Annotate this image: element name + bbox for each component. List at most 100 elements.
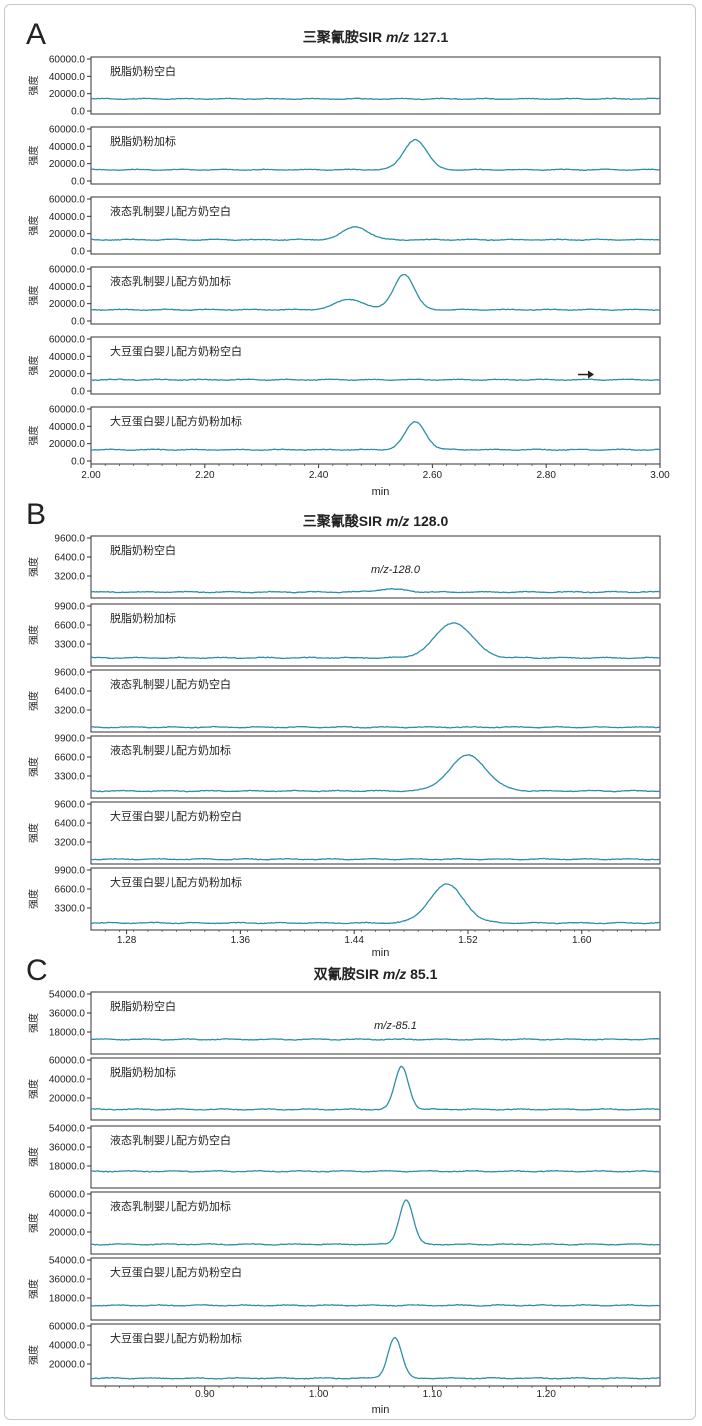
y-axis-label: 强度: [27, 426, 40, 446]
chromatogram-trace: [90, 1065, 661, 1111]
title-mz: m/z: [383, 966, 406, 982]
y-tick-label: 40000.0: [49, 1209, 86, 1220]
chromatogram-trace: [91, 226, 660, 242]
y-tick-label: 3200.0: [54, 838, 85, 849]
sample-label: 大豆蛋白婴儿配方奶粉加标: [110, 1331, 242, 1345]
y-tick-label: 36000.0: [49, 1275, 86, 1286]
y-tick-label: 54000.0: [49, 1124, 86, 1135]
plot-frame: [90, 1323, 661, 1387]
plot-frame: [90, 126, 661, 185]
y-tick-label: 18000.0: [49, 1294, 86, 1305]
x-tick-label: 1.36: [231, 935, 251, 946]
y-tick-label: 0.0: [71, 387, 85, 398]
sample-label: 脱脂奶粉空白: [110, 64, 176, 78]
y-axis-label: 强度: [27, 889, 40, 909]
plot-frame: [90, 266, 661, 325]
chromatogram-subplot: 60000.0 40000.0 20000.0 0.0 强度 液态乳制婴儿配方奶空白: [27, 195, 661, 258]
chromatogram-subplot: 60000.0 40000.0 20000.0 0.0 强度 大豆蛋白婴儿配方奶粉加标: [27, 405, 661, 468]
chromatogram-trace: [90, 1199, 660, 1246]
chromatogram-trace: [91, 1303, 661, 1307]
x-tick-label: 3.00: [650, 470, 670, 481]
x-tick-label: 2.00: [81, 470, 101, 481]
chromatogram-subplot: 9900.0 6600.0 3300.0 强度 大豆蛋白婴儿配方奶粉加标: [27, 866, 661, 931]
sample-label: 脱脂奶粉加标: [110, 611, 176, 625]
y-axis-label: 强度: [27, 1345, 40, 1365]
chromatogram-trace: [90, 1169, 661, 1173]
y-axis-label: 强度: [27, 557, 40, 577]
x-axis-label: min: [372, 486, 390, 498]
title-mz-value: 128.0: [409, 513, 448, 529]
panel-title: 双氰胺SIR m/z 85.1: [314, 966, 438, 982]
y-tick-label: 3200.0: [54, 572, 85, 583]
plot-frame: [90, 669, 661, 733]
sample-label: 液态乳制婴儿配方奶空白: [110, 677, 231, 691]
chromatogram-subplot: 60000.0 40000.0 20000.0 0.0 强度 大豆蛋白婴儿配方奶粉空白: [27, 335, 661, 398]
x-tick-label: 1.44: [344, 935, 364, 946]
y-axis-label: 强度: [27, 691, 40, 711]
y-tick-label: 20000.0: [49, 1228, 86, 1239]
y-tick-label: 40000.0: [49, 422, 86, 433]
y-tick-label: 60000.0: [49, 405, 86, 416]
y-tick-label: 20000.0: [49, 89, 86, 100]
chromatogram-subplot: 60000.0 40000.0 20000.0 0.0 强度 脱脂奶粉空白: [27, 55, 661, 118]
sample-label: 液态乳制婴儿配方奶加标: [110, 743, 231, 757]
plot-frame: [90, 196, 661, 255]
chromatogram-subplot: 60000.0 40000.0 20000.0 0.0 强度 脱脂奶粉加标: [27, 125, 661, 188]
y-tick-label: 60000.0: [49, 1056, 86, 1067]
y-axis-label: 强度: [27, 823, 40, 843]
sample-label: 大豆蛋白婴儿配方奶粉空白: [110, 809, 242, 823]
x-tick-label: 0.90: [195, 1389, 215, 1400]
chromatogram-trace: [90, 725, 661, 729]
arrow-head: [588, 370, 595, 379]
x-tick-label: 2.60: [423, 470, 443, 481]
y-tick-label: 9900.0: [54, 866, 85, 877]
y-tick-label: 0.0: [71, 317, 85, 328]
sample-label: 大豆蛋白婴儿配方奶粉加标: [110, 875, 242, 889]
x-tick-label: 1.28: [117, 935, 137, 946]
plot-frame: [90, 336, 661, 395]
y-tick-label: 18000.0: [49, 1028, 86, 1039]
title-mz-value: 85.1: [406, 966, 437, 982]
y-tick-label: 54000.0: [49, 990, 86, 1001]
y-tick-label: 20000.0: [49, 229, 86, 240]
y-tick-label: 54000.0: [49, 1256, 86, 1267]
y-tick-label: 40000.0: [49, 142, 86, 153]
chromatogram-trace: [90, 138, 661, 172]
sample-label: 液态乳制婴儿配方奶加标: [110, 1199, 231, 1213]
y-tick-label: 9900.0: [54, 734, 85, 745]
chromatogram-trace: [90, 421, 661, 452]
chromatogram-subplot: 54000.0 36000.0 18000.0 强度 大豆蛋白婴儿配方奶粉空白: [27, 1256, 661, 1321]
y-tick-label: 0.0: [71, 177, 85, 188]
y-tick-label: 9600.0: [54, 534, 85, 545]
panel-letter: B: [26, 498, 46, 531]
plot-frame: [90, 603, 661, 667]
chromatogram-trace: [90, 622, 661, 660]
y-tick-label: 6400.0: [54, 819, 85, 830]
y-tick-label: 9900.0: [54, 602, 85, 613]
chromatogram-subplot: 60000.0 40000.0 20000.0 0.0 强度 液态乳制婴儿配方奶加标: [27, 265, 661, 328]
sample-label: 大豆蛋白婴儿配方奶粉空白: [110, 344, 242, 358]
x-tick-label: 1.52: [458, 935, 478, 946]
sample-label: 脱脂奶粉加标: [110, 1065, 176, 1079]
chromatogram-subplot: 9900.0 6600.0 3300.0 强度 液态乳制婴儿配方奶加标: [27, 734, 661, 799]
y-axis-label: 强度: [27, 76, 40, 96]
y-tick-label: 60000.0: [49, 195, 86, 206]
y-tick-label: 20000.0: [49, 369, 86, 380]
sample-label: 脱脂奶粉空白: [110, 543, 176, 557]
plot-frame: [90, 867, 661, 931]
y-tick-label: 20000.0: [49, 1360, 86, 1371]
y-tick-label: 6600.0: [54, 621, 85, 632]
sample-label: 脱脂奶粉空白: [110, 999, 176, 1013]
y-tick-label: 3300.0: [54, 904, 85, 915]
y-tick-label: 3300.0: [54, 772, 85, 783]
y-tick-label: 9600.0: [54, 668, 85, 679]
y-axis-label: 强度: [27, 216, 40, 236]
x-tick-label: 2.80: [536, 470, 556, 481]
title-compound: 三聚氰胺SIR: [303, 29, 386, 45]
y-tick-label: 40000.0: [49, 282, 86, 293]
y-tick-label: 40000.0: [49, 212, 86, 223]
x-tick-label: 1.10: [423, 1389, 443, 1400]
y-axis-label: 强度: [27, 1013, 40, 1033]
chromatogram-trace: [90, 883, 661, 925]
x-tick-label: 1.20: [536, 1389, 556, 1400]
